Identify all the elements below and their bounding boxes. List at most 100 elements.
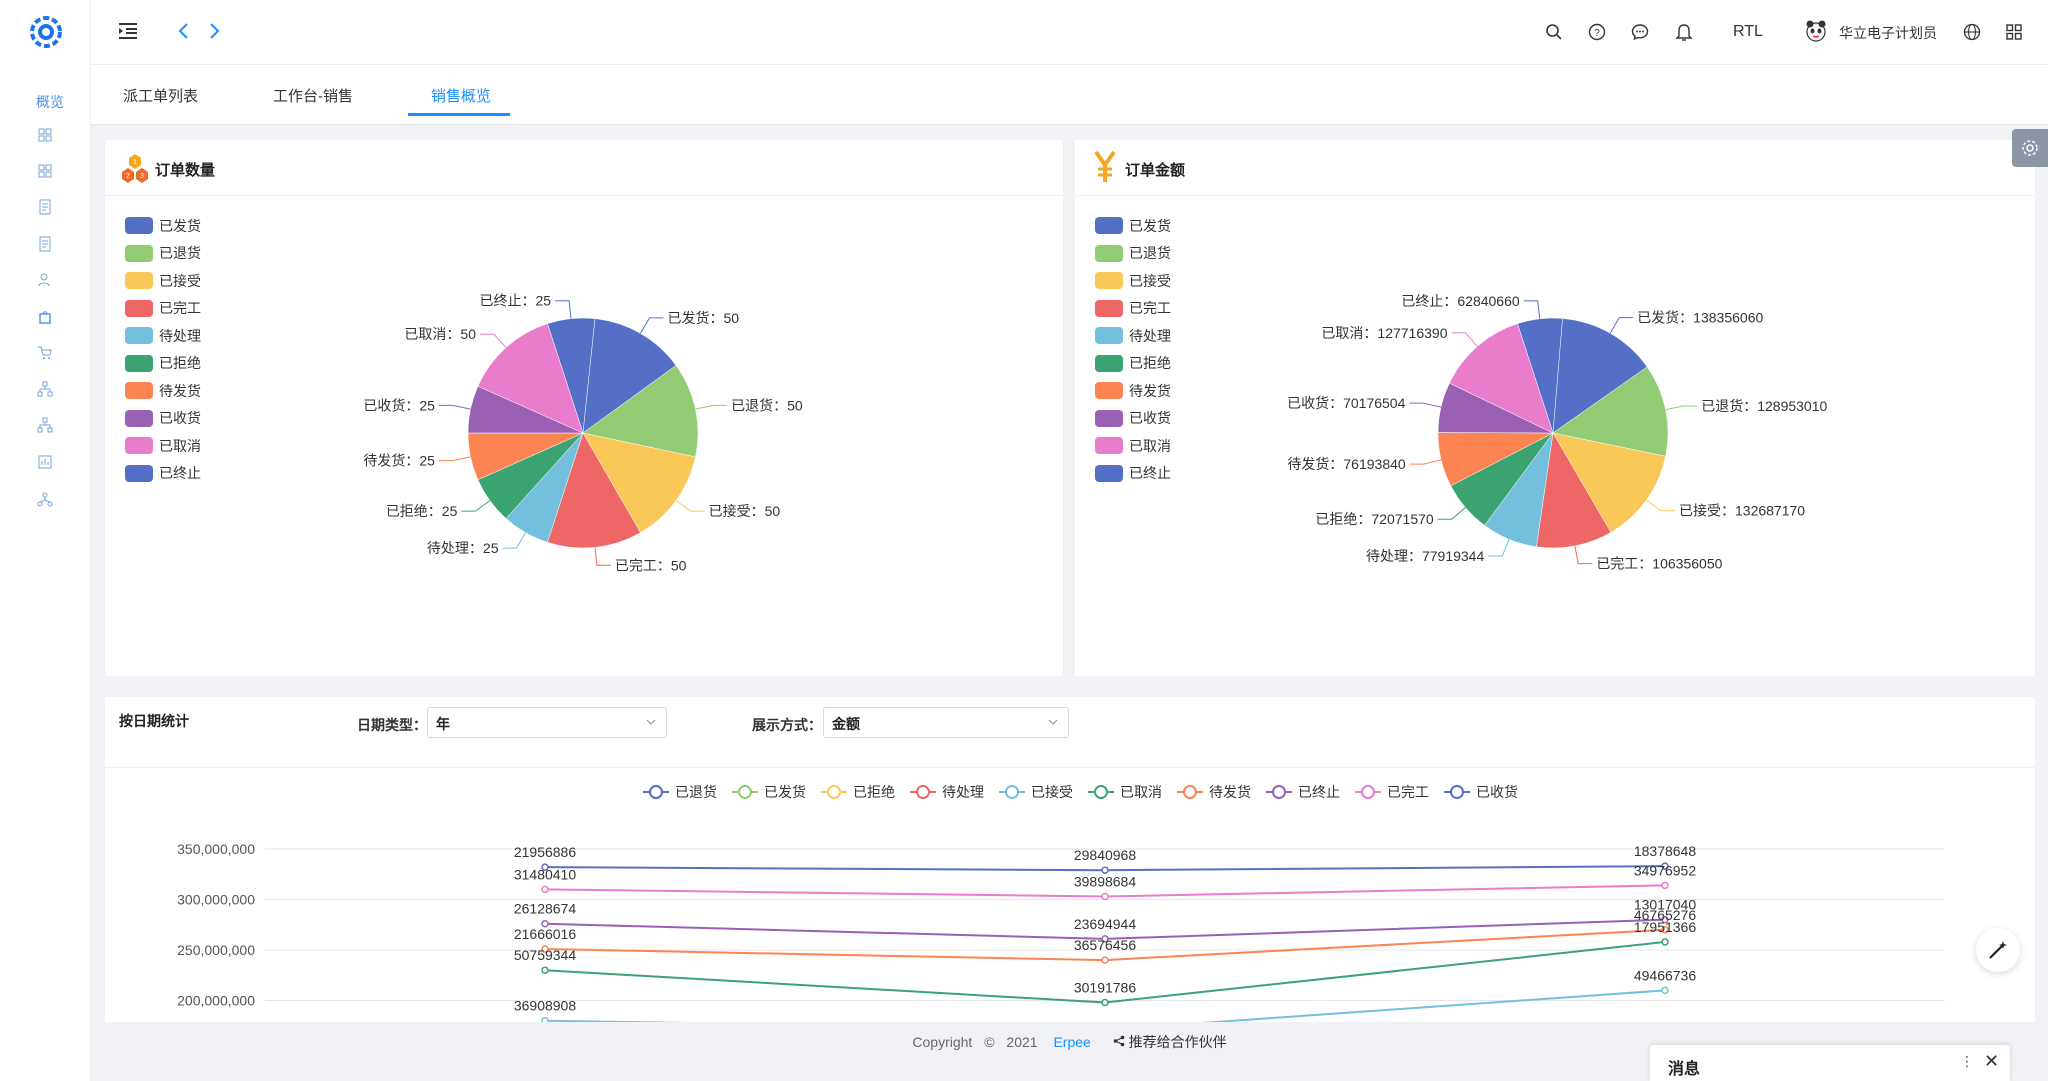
partner-link[interactable]: 推荐给合作伙伴: [1128, 1034, 1227, 1050]
legend-swatch: [125, 299, 153, 317]
app-logo-icon[interactable]: [26, 12, 66, 52]
data-point[interactable]: [1101, 935, 1109, 943]
legend-item[interactable]: 已发货: [1095, 212, 1171, 240]
back-arrow-icon[interactable]: [177, 22, 191, 40]
legend-item[interactable]: 已终止: [125, 460, 201, 488]
date-type-select[interactable]: 年: [427, 707, 667, 738]
legend-item[interactable]: 已完工: [125, 295, 201, 323]
line-legend-item[interactable]: 已发货: [732, 784, 806, 800]
data-point[interactable]: [1661, 881, 1669, 890]
magic-wand-button[interactable]: [1976, 928, 2020, 972]
legend-swatch: [1095, 244, 1123, 262]
pie-slice[interactable]: [1552, 432, 1666, 533]
line-legend-item[interactable]: 已接受: [999, 784, 1073, 800]
pie-slice-label: 已终止：62840660: [1401, 293, 1520, 309]
sidebar-cart-icon[interactable]: [36, 344, 54, 362]
data-point[interactable]: [1661, 915, 1669, 924]
search-icon[interactable]: [1545, 23, 1563, 41]
tab-sales-overview[interactable]: 销售概览: [431, 88, 492, 105]
legend-item[interactable]: 已接受: [1095, 267, 1171, 295]
pie-slice[interactable]: [477, 323, 584, 434]
legend-item[interactable]: 已退货: [125, 240, 201, 268]
legend-item[interactable]: 已取消: [1095, 432, 1171, 460]
legend-item[interactable]: 已发货: [125, 212, 201, 240]
sidebar-users-icon[interactable]: [36, 271, 54, 289]
legend-item[interactable]: 已拒绝: [125, 350, 201, 378]
apps-grid-icon[interactable]: [2005, 23, 2023, 41]
data-point[interactable]: [1101, 866, 1109, 874]
sidebar-item-overview[interactable]: 概览: [36, 94, 64, 110]
sidebar-report-icon[interactable]: [36, 453, 54, 471]
legend-item[interactable]: 已完工: [1095, 295, 1171, 323]
legend-item[interactable]: 待发货: [1095, 377, 1171, 405]
pie-slice[interactable]: [1449, 323, 1554, 434]
message-close-icon[interactable]: ✕: [1984, 1051, 2000, 1071]
pie-slice[interactable]: [582, 318, 677, 434]
order-amount-title: 订单金额: [1125, 162, 1186, 179]
line-legend-item[interactable]: 已终止: [1266, 784, 1340, 800]
data-point[interactable]: [1661, 938, 1669, 946]
message-menu-icon[interactable]: ⋮: [1960, 1053, 1974, 1069]
line-legend-item[interactable]: 待处理: [910, 784, 984, 800]
data-point[interactable]: [1661, 862, 1669, 870]
legend-item[interactable]: 已拒绝: [1095, 350, 1171, 378]
line-legend-item[interactable]: 待发货: [1177, 784, 1251, 800]
line-legend-item[interactable]: 已取消: [1088, 784, 1162, 800]
sidebar: 概览: [0, 0, 91, 1081]
legend-item[interactable]: 已接受: [125, 267, 201, 295]
brand-link[interactable]: Erpee: [1053, 1034, 1091, 1050]
pie-slice[interactable]: [1552, 366, 1669, 457]
sidebar-grid-icon[interactable]: [36, 162, 54, 180]
data-point[interactable]: [541, 885, 549, 894]
pie-slice[interactable]: [1536, 432, 1612, 549]
line-legend-item[interactable]: 已完工: [1355, 784, 1429, 800]
help-icon[interactable]: ?: [1588, 23, 1606, 41]
globe-icon[interactable]: [1963, 23, 1981, 41]
username[interactable]: 华立电子计划员: [1839, 25, 1937, 41]
pie-label-line: [1665, 405, 1698, 411]
legend-swatch: [125, 409, 153, 427]
tab-dispatch-list[interactable]: 派工单列表: [123, 88, 199, 105]
data-point[interactable]: [541, 919, 549, 928]
line-legend-item[interactable]: 已退货: [643, 784, 717, 800]
legend-item[interactable]: 待处理: [1095, 322, 1171, 350]
pie-slice[interactable]: [582, 432, 696, 533]
sidebar-hierarchy-icon[interactable]: [36, 416, 54, 434]
sidebar-document-icon[interactable]: [36, 198, 54, 216]
rtl-toggle[interactable]: RTL: [1733, 23, 1763, 40]
data-point[interactable]: [1661, 926, 1669, 934]
data-point[interactable]: [1101, 956, 1109, 964]
data-point[interactable]: [541, 1016, 549, 1022]
sidebar-grid-icon[interactable]: [36, 126, 54, 144]
display-mode-select[interactable]: 金额: [823, 707, 1069, 738]
avatar[interactable]: [1803, 18, 1829, 44]
data-point[interactable]: [541, 966, 549, 974]
sidebar-download-doc-icon[interactable]: [36, 235, 54, 253]
sidebar-org-chart-icon[interactable]: [36, 380, 54, 398]
forward-arrow-icon[interactable]: [207, 22, 221, 40]
legend-item[interactable]: 已收货: [125, 405, 201, 433]
pie-slice-label: 已完工：50: [615, 557, 687, 573]
sidebar-network-icon[interactable]: [36, 490, 54, 508]
data-point[interactable]: [1101, 998, 1109, 1007]
legend-item[interactable]: 待发货: [125, 377, 201, 405]
pie-slice[interactable]: [547, 432, 641, 549]
line-legend-item[interactable]: 已收货: [1444, 784, 1518, 800]
line-legend-item[interactable]: 已拒绝: [821, 784, 895, 800]
legend-item[interactable]: 已取消: [125, 432, 201, 460]
legend-item[interactable]: 已收货: [1095, 405, 1171, 433]
data-point[interactable]: [1661, 986, 1669, 995]
data-point[interactable]: [1101, 892, 1109, 901]
sidebar-bag-icon[interactable]: [36, 308, 54, 326]
settings-gear-icon[interactable]: [2012, 129, 2048, 167]
data-point[interactable]: [541, 945, 549, 953]
bell-icon[interactable]: [1675, 22, 1693, 42]
legend-item[interactable]: 待处理: [125, 322, 201, 350]
pie-slice[interactable]: [582, 365, 699, 458]
chat-icon[interactable]: [1631, 23, 1649, 41]
tab-workbench-sales[interactable]: 工作台-销售: [273, 88, 353, 105]
menu-collapse-icon[interactable]: [117, 20, 139, 42]
legend-item[interactable]: 已退货: [1095, 240, 1171, 268]
legend-item[interactable]: 已终止: [1095, 460, 1171, 488]
data-point[interactable]: [541, 863, 549, 871]
